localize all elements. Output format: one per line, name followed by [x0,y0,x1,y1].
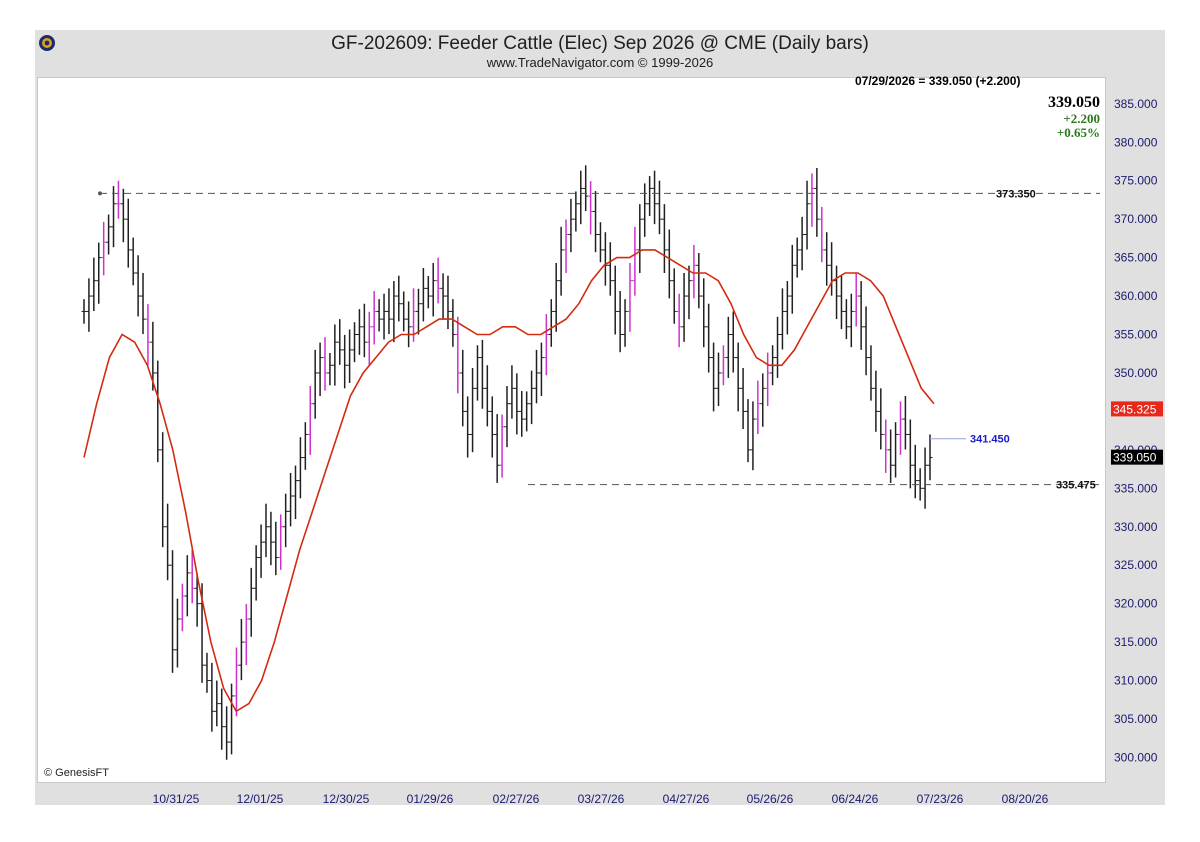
x-tick-label: 03/27/26 [578,792,625,806]
y-tick-label: 335.000 [1114,481,1158,495]
y-tick-label: 320.000 [1114,597,1158,611]
x-tick-label: 01/29/26 [407,792,454,806]
y-tick-label: 315.000 [1114,635,1158,649]
last-price-badge-label: 339.050 [1113,451,1157,465]
x-tick-label: 02/27/26 [493,792,540,806]
y-tick-label: 370.000 [1114,212,1158,226]
y-tick-label: 385.000 [1114,97,1158,111]
y-tick-label: 325.000 [1114,558,1158,572]
support-level-label: 335.475 [1056,480,1096,492]
x-tick-label: 12/30/25 [323,792,370,806]
y-tick-label: 330.000 [1114,520,1158,534]
y-tick-label: 350.000 [1114,366,1158,380]
globe-logo-icon [38,34,56,52]
x-tick-label: 04/27/26 [663,792,710,806]
x-tick-label: 06/24/26 [832,792,879,806]
x-tick-label: 05/26/26 [747,792,794,806]
x-tick-label: 10/31/25 [153,792,200,806]
plot-area[interactable] [37,77,1106,783]
moving-average-badge-label: 345.325 [1113,402,1157,416]
chart-title: GF-202609: Feeder Cattle (Elec) Sep 2026… [331,33,869,54]
y-tick-label: 380.000 [1114,135,1158,149]
moving-average-badge [1111,401,1163,417]
chart-subtitle: www.TradeNavigator.com © 1999-2026 [486,55,714,70]
y-tick-label: 305.000 [1114,712,1158,726]
x-tick-label: 12/01/25 [237,792,284,806]
x-tick-label: 08/20/26 [1002,792,1049,806]
last-price: 339.050 [1048,94,1100,111]
y-tick-label: 300.000 [1114,750,1158,764]
y-tick-label: 375.000 [1114,174,1158,188]
y-tick-label: 360.000 [1114,289,1158,303]
y-tick-label: 365.000 [1114,251,1158,265]
marker-level-label: 341.450 [970,434,1010,446]
net-change: +2.200 [1063,111,1100,126]
resistance-level-point [98,191,102,196]
percent-change: +0.65% [1056,125,1100,140]
last-price-badge [1111,449,1163,465]
x-tick-label: 07/23/26 [917,792,964,806]
y-tick-label: 355.000 [1114,328,1158,342]
moving-average-line [83,249,935,713]
copyright-label: © GenesisFT [44,767,109,779]
y-tick-label: 310.000 [1114,674,1158,688]
resistance-level-label: 373.350 [996,188,1036,200]
ohlc-readout: 07/29/2026 = 339.050 (+2.200) [855,74,1021,88]
